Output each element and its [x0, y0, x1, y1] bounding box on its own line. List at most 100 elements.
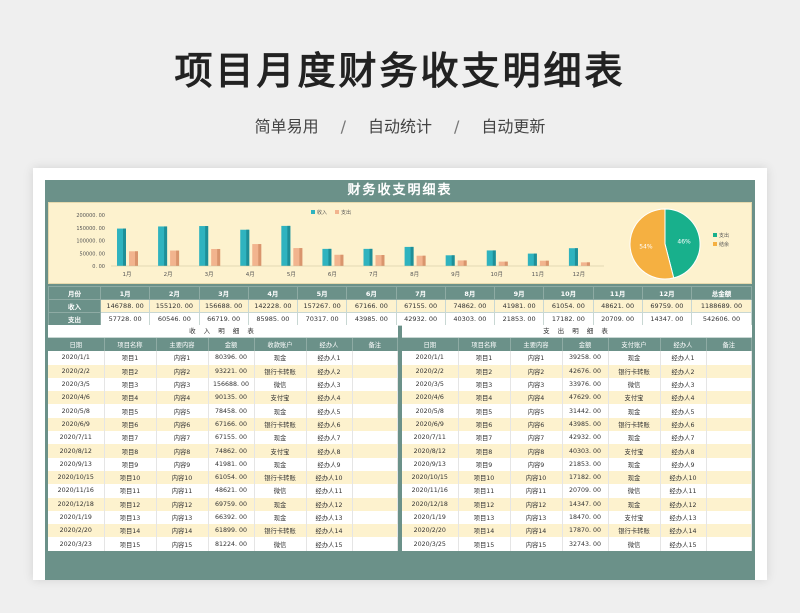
- table-row: 2020/6/9 项目6 内容6 43985. 00 银行卡转账 经办人6: [402, 417, 752, 432]
- table-row: 2020/11/16 项目11 内容11 48621. 00 微信 经办人11: [48, 484, 398, 498]
- expense-detail-cell: 内容3: [510, 377, 563, 392]
- income-detail-cell: 经办人4: [306, 391, 353, 405]
- bar-expense: [375, 255, 385, 266]
- bar-shade: [463, 260, 467, 266]
- pie-slice: [629, 208, 675, 280]
- income-detail-cell: 项目12: [104, 497, 157, 511]
- bar-expense: [211, 248, 221, 266]
- bar-income: [281, 225, 291, 266]
- income-detail-cell: 2020/11/16: [48, 484, 105, 498]
- summary-income-cell: 61054. 00: [543, 299, 594, 313]
- expense-detail-cell: 银行卡转账: [608, 364, 661, 378]
- expense-detail-cell: 现金: [608, 470, 661, 485]
- summary-month-cell: 4月: [247, 286, 299, 300]
- expense-detail-cell: 2020/9/13: [402, 457, 459, 471]
- bar-expense: [252, 244, 262, 266]
- income-detail-cell: 经办人9: [306, 457, 353, 471]
- pie-legend-label: 支出: [719, 232, 729, 239]
- income-detail-cell: 内容15: [156, 537, 209, 551]
- income-detail-cell: 67155. 00: [208, 431, 255, 445]
- sheet-title: 财务收支明细表: [347, 183, 453, 198]
- bar-income: [322, 248, 332, 266]
- expense-detail-cell: 2020/6/9: [402, 417, 459, 432]
- expense-detail-cell: 18470. 00: [562, 510, 609, 525]
- income-detail-cell: 2020/8/12: [48, 444, 105, 458]
- bar-income: [117, 228, 126, 266]
- income-detail-cell: 81224. 00: [208, 537, 255, 551]
- bar-shade: [258, 244, 262, 266]
- expense-detail-cell: 33976. 00: [562, 377, 609, 392]
- expense-detail-cell: 经办人13: [660, 510, 707, 525]
- x-tick-label: 6月: [328, 271, 337, 278]
- expense-detail-cell: 2020/3/5: [402, 377, 459, 392]
- income-detail-cell: 项目13: [104, 510, 157, 525]
- x-tick-label: 5月: [287, 271, 296, 278]
- income-detail-cell: 经办人13: [306, 510, 353, 525]
- expense-detail-header-cell: 备注: [706, 338, 752, 352]
- expense-detail-cell: 经办人11: [660, 484, 707, 498]
- expense-detail-header-cell: 日期: [402, 338, 459, 352]
- bar-shade: [545, 260, 549, 266]
- table-row: 2020/1/19 项目13 内容13 18470. 00 支付宝 经办人13: [402, 510, 752, 525]
- table-row: 2020/10/15 项目10 内容10 61054. 00 银行卡转账 经办人10: [48, 470, 398, 485]
- income-detail-cell: 经办人11: [306, 484, 353, 498]
- income-detail-header-cell: 收款账户: [254, 338, 307, 352]
- income-detail-cell: [352, 391, 398, 405]
- expense-detail-cell: 2020/10/15: [402, 470, 459, 485]
- bar-expense: [293, 248, 303, 266]
- expense-detail-cell: 经办人1: [660, 351, 707, 365]
- y-tick-label: 0. 00: [92, 264, 105, 270]
- expense-detail-cell: 项目5: [458, 404, 511, 418]
- bar-shade: [123, 228, 126, 266]
- summary-expense-total: 542606. 00: [691, 312, 752, 326]
- bar-expense: [416, 255, 426, 266]
- expense-detail-cell: 2020/1/1: [402, 351, 459, 365]
- income-detail-cell: 经办人12: [306, 497, 353, 511]
- expense-detail-cell: 内容6: [510, 417, 563, 432]
- summary-total-header: 总金额: [691, 286, 752, 300]
- expense-detail-cell: 内容7: [510, 431, 563, 445]
- expense-detail-cell: 现金: [608, 431, 661, 445]
- income-detail-header-row: 日期 项目名称 主要内容 金额 收款账户 经办人 备注: [48, 338, 398, 352]
- summary-income-cell: 146788. 00: [99, 299, 151, 313]
- expense-detail-cell: 经办人3: [660, 377, 707, 392]
- table-row: 2020/7/11 项目7 内容7 42932. 00 现金 经办人7: [402, 431, 752, 445]
- table-row: 2020/1/1 项目1 内容1 80396. 00 现金 经办人1: [48, 351, 398, 365]
- income-detail-cell: 66392. 00: [208, 510, 255, 525]
- expense-detail-cell: 20709. 00: [562, 484, 609, 498]
- bar-shade: [451, 255, 455, 266]
- income-detail-cell: 项目15: [104, 537, 157, 551]
- expense-detail-cell: 微信: [608, 537, 661, 551]
- summary-income-cell: 67166. 00: [346, 299, 397, 313]
- expense-detail-cell: 2020/4/6: [402, 391, 459, 405]
- income-detail-cell: 项目5: [104, 404, 157, 418]
- income-detail-cell: 现金: [254, 351, 307, 365]
- income-detail-cell: 2020/6/9: [48, 417, 105, 432]
- income-detail-cell: [352, 431, 398, 445]
- bar-shade: [299, 248, 303, 266]
- income-detail-cell: 156688. 00: [208, 377, 255, 392]
- detail-section: 收 入 明 细 表 日期 项目名称 主要内容 金额 收款账户 经办人 备注 2020/1/1…: [48, 325, 752, 580]
- bar-shade: [586, 262, 590, 266]
- expense-detail-cell: 内容14: [510, 524, 563, 538]
- income-detail-cell: 经办人8: [306, 444, 353, 458]
- income-detail-cell: 80396. 00: [208, 351, 255, 365]
- x-tick-label: 3月: [205, 271, 214, 278]
- expense-detail-cell: 47629. 00: [562, 391, 609, 405]
- x-tick-label: 4月: [246, 271, 255, 278]
- expense-detail-cell: 2020/7/11: [402, 431, 459, 445]
- income-detail-cell: 项目8: [104, 444, 157, 458]
- table-row: 2020/3/25 项目15 内容15 32743. 00 微信 经办人15: [402, 537, 752, 551]
- income-detail-cell: 内容11: [156, 484, 209, 498]
- table-row: 2020/8/12 项目8 内容8 40303. 00 支付宝 经办人8: [402, 444, 752, 458]
- income-detail-cell: 项目11: [104, 484, 157, 498]
- income-detail-header-cell: 备注: [352, 338, 398, 352]
- income-detail-cell: 项目3: [104, 377, 157, 392]
- income-detail-cell: 内容10: [156, 470, 209, 485]
- page-title: 项目月度财务收支明细表: [174, 49, 626, 93]
- table-row: 2020/9/13 项目9 内容9 41981. 00 现金 经办人9: [48, 457, 398, 471]
- expense-detail-cell: 项目2: [458, 364, 511, 378]
- summary-income-cell: 41981. 00: [493, 299, 545, 313]
- expense-detail-cell: 项目6: [458, 417, 511, 432]
